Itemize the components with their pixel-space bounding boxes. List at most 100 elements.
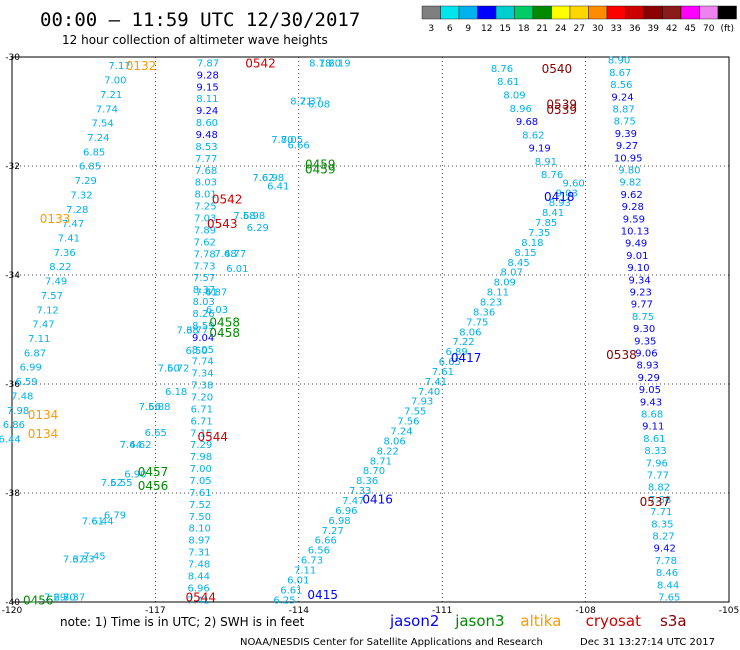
swh-value: 7.77 xyxy=(195,154,217,165)
pass-time-label: 0456 xyxy=(138,479,169,493)
scale-swatch xyxy=(569,5,589,20)
pass-time-label: 0417 xyxy=(451,351,482,365)
swh-value: 8.01 xyxy=(195,190,217,201)
swh-value: 8.75 xyxy=(632,312,654,323)
scale-label: 24 xyxy=(555,24,567,34)
pass-time-label: 0540 xyxy=(542,62,573,76)
swh-value: 6.71 xyxy=(190,416,212,427)
scale-swatch xyxy=(606,5,626,20)
pass-time-label: 0542 xyxy=(212,193,243,207)
swh-value: 7.62 xyxy=(194,237,216,248)
swh-value: 8.18 xyxy=(309,58,331,69)
swh-value: 7.28 xyxy=(66,205,88,216)
scale-swatch xyxy=(717,5,737,20)
swh-value: 9.04 xyxy=(192,333,214,344)
swh-value: 9.80 xyxy=(618,166,640,177)
swh-value: 9.28 xyxy=(197,70,219,81)
swh-value: 6.89 xyxy=(445,347,467,358)
swh-value: 7.75 xyxy=(466,317,488,328)
swh-value: 8.93 xyxy=(636,361,658,372)
swh-value: 7.61 xyxy=(82,516,104,527)
swh-value: 8.91 xyxy=(535,157,557,168)
x-tick-label: -108 xyxy=(575,606,596,616)
swh-value: 7.37 xyxy=(300,97,322,108)
pass-time-label: 0459 xyxy=(305,157,336,171)
swh-value: 9.15 xyxy=(196,82,218,93)
swh-value: 7.41 xyxy=(195,287,217,298)
swh-value: 7.87 xyxy=(197,58,219,69)
swh-value: 6.50 xyxy=(185,346,207,357)
swh-value: 7.20 xyxy=(319,58,341,69)
swh-value: 6.96 xyxy=(187,583,209,594)
legend-entry: cryosat xyxy=(586,612,641,630)
swh-value: 7.29 xyxy=(44,593,66,604)
swh-value: 7.48 xyxy=(11,391,33,402)
scale-label: 9 xyxy=(465,24,471,34)
y-tick-label: -30 xyxy=(5,53,20,63)
swh-value: 7.41 xyxy=(58,233,80,244)
legend-entry: altika xyxy=(520,612,561,630)
swh-value: 6.85 xyxy=(79,162,101,173)
footer-timestamp: Dec 31 13:27:14 UTC 2017 xyxy=(580,637,715,648)
swh-value: 9.39 xyxy=(615,129,637,140)
y-tick-label: -38 xyxy=(5,489,20,499)
swh-value: 8.03 xyxy=(195,178,217,189)
scale-swatch xyxy=(440,5,460,20)
swh-value: 8.67 xyxy=(609,68,631,79)
swh-value: 7.21 xyxy=(100,90,122,101)
swh-value: 9.05 xyxy=(639,385,661,396)
swh-value: 7.71 xyxy=(650,507,672,518)
scale-label: 15 xyxy=(500,24,511,34)
swh-value: 9.77 xyxy=(631,300,653,311)
pass-time-label: 0418 xyxy=(544,190,575,204)
swh-value: 6.25 xyxy=(273,595,295,606)
x-tick-label: -105 xyxy=(719,606,739,616)
swh-value: 8.09 xyxy=(494,278,516,289)
swh-value: 9.30 xyxy=(633,324,655,335)
swh-value: 8.26 xyxy=(192,309,214,320)
swh-value: 6.44 xyxy=(91,516,113,527)
swh-value: 6.90 xyxy=(124,469,146,480)
swh-value: 7.78 xyxy=(655,556,677,567)
pass-time-label: 0542 xyxy=(245,56,276,70)
swh-value: 7.22 xyxy=(452,337,474,348)
swh-value: 6.72 xyxy=(167,364,189,375)
swh-value: 8.03 xyxy=(193,297,215,308)
swh-value: 7.80 xyxy=(271,135,293,146)
pass-time-label: 0134 xyxy=(28,427,59,441)
pass-time-label: 0458 xyxy=(209,326,240,340)
swh-value: 7.37 xyxy=(63,554,85,565)
swh-value: 6.65 xyxy=(439,357,461,368)
swh-value: 8.44 xyxy=(188,571,210,582)
footer-note: note: 1) Time is in UTC; 2) SWH is in fe… xyxy=(60,615,305,629)
swh-value: 9.42 xyxy=(654,544,676,555)
swh-value: 6.66 xyxy=(315,536,337,547)
swh-value: 7.41 xyxy=(187,595,209,606)
swh-value: 8.59 xyxy=(192,321,214,332)
swh-value: 9.59 xyxy=(623,214,645,225)
swh-value: 7.24 xyxy=(87,133,109,144)
swh-value: 8.07 xyxy=(501,268,523,279)
swh-value: 7.49 xyxy=(45,277,67,288)
swh-value: 6.98 xyxy=(243,211,265,222)
footer-credit: NOAA/NESDIS Center for Satellite Applica… xyxy=(240,637,543,648)
swh-value: 9.10 xyxy=(627,263,649,274)
swh-value: 6.65 xyxy=(145,428,167,439)
swh-value: 10.13 xyxy=(621,227,650,238)
swh-value: 8.61 xyxy=(497,77,519,88)
y-tick-label: -32 xyxy=(5,162,20,172)
pass-time-label: 0456 xyxy=(23,593,54,607)
swh-value: 8.53 xyxy=(195,142,217,153)
swh-value: 7.35 xyxy=(528,228,550,239)
swh-value: 7.00 xyxy=(104,76,126,87)
swh-value: 6.44 xyxy=(0,435,21,446)
scale-label: 6 xyxy=(447,24,453,34)
swh-value: 7.88 xyxy=(649,495,671,506)
swh-value: 7.38 xyxy=(191,381,213,392)
swh-value: 7.61 xyxy=(432,367,454,378)
swh-value: 7.98 xyxy=(7,406,29,417)
swh-value: 7.48 xyxy=(188,559,210,570)
swh-value: 8.76 xyxy=(491,64,513,75)
swh-value: 8.76 xyxy=(541,170,563,181)
